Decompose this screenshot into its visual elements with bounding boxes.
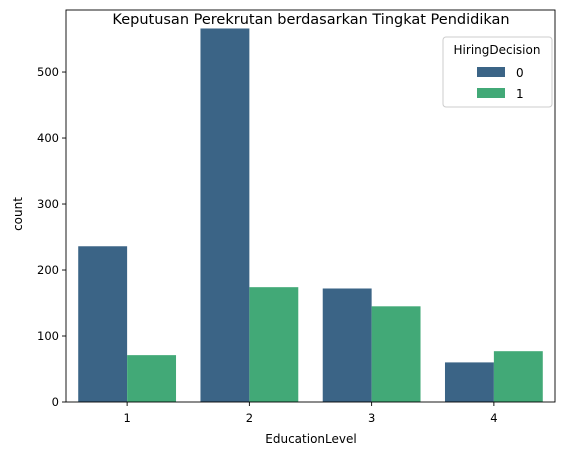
- x-tick-label: 2: [246, 411, 253, 425]
- bar-series-1-cat-3: [371, 306, 421, 402]
- bar-series-0-cat-1: [78, 246, 128, 402]
- y-axis-label: count: [11, 197, 25, 231]
- legend-swatch-0: [477, 67, 505, 77]
- bar-series-0-cat-4: [444, 362, 494, 402]
- y-tick-label: 300: [37, 197, 59, 211]
- bar-series-0-cat-3: [322, 288, 372, 402]
- bar-series-1-cat-2: [249, 287, 299, 402]
- y-tick-label: 400: [37, 131, 59, 145]
- y-axis: 0 100 200 300 400 500: [37, 65, 66, 409]
- bar-series-0-cat-2: [200, 28, 250, 402]
- y-tick-label: 500: [37, 65, 59, 79]
- plot-frame: [65, 9, 556, 403]
- x-axis-label: EducationLevel: [265, 432, 356, 446]
- y-tick-label: 200: [37, 263, 59, 277]
- chart-title: Keputusan Perekrutan berdasarkan Tingkat…: [112, 12, 509, 28]
- x-tick-label: 1: [123, 411, 130, 425]
- x-axis: 1 2 3 4: [123, 402, 498, 425]
- x-tick-label: 4: [490, 411, 497, 425]
- x-tick-label: 3: [368, 411, 375, 425]
- bar-series-1-cat-4: [493, 351, 543, 402]
- bars-group: [78, 28, 543, 402]
- legend-label-1: 1: [516, 87, 524, 101]
- legend-swatch-1: [477, 88, 505, 98]
- legend: HiringDecision 0 1: [442, 36, 553, 108]
- bar-series-1-cat-1: [127, 355, 177, 402]
- y-tick-label: 0: [52, 395, 59, 409]
- y-tick-label: 100: [37, 329, 59, 343]
- legend-title: HiringDecision: [454, 43, 541, 57]
- legend-label-0: 0: [516, 66, 524, 80]
